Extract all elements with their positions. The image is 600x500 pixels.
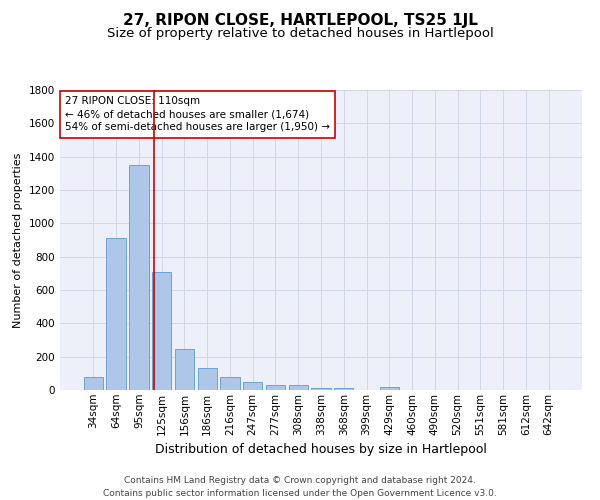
Bar bbox=[84, 376, 103, 390]
Bar bbox=[311, 388, 331, 390]
Bar bbox=[197, 368, 217, 390]
Bar bbox=[380, 386, 399, 390]
Bar bbox=[129, 165, 149, 390]
Text: Contains HM Land Registry data © Crown copyright and database right 2024.
Contai: Contains HM Land Registry data © Crown c… bbox=[103, 476, 497, 498]
Bar bbox=[175, 349, 194, 390]
Text: 27 RIPON CLOSE: 110sqm
← 46% of detached houses are smaller (1,674)
54% of semi-: 27 RIPON CLOSE: 110sqm ← 46% of detached… bbox=[65, 96, 330, 132]
Bar bbox=[152, 272, 172, 390]
Bar bbox=[106, 238, 126, 390]
Bar bbox=[220, 376, 239, 390]
Text: 27, RIPON CLOSE, HARTLEPOOL, TS25 1JL: 27, RIPON CLOSE, HARTLEPOOL, TS25 1JL bbox=[122, 12, 478, 28]
Bar bbox=[334, 388, 353, 390]
Bar bbox=[289, 385, 308, 390]
Bar bbox=[266, 385, 285, 390]
X-axis label: Distribution of detached houses by size in Hartlepool: Distribution of detached houses by size … bbox=[155, 443, 487, 456]
Text: Size of property relative to detached houses in Hartlepool: Size of property relative to detached ho… bbox=[107, 28, 493, 40]
Y-axis label: Number of detached properties: Number of detached properties bbox=[13, 152, 23, 328]
Bar bbox=[243, 382, 262, 390]
